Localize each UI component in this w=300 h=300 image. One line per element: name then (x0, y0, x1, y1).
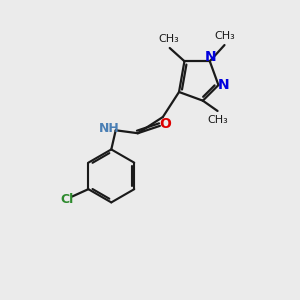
Text: Cl: Cl (60, 193, 74, 206)
Text: O: O (159, 117, 171, 131)
Text: CH₃: CH₃ (158, 34, 178, 44)
Text: CH₃: CH₃ (207, 116, 228, 125)
Text: NH: NH (99, 122, 120, 135)
Text: CH₃: CH₃ (215, 31, 236, 40)
Text: N: N (205, 50, 216, 64)
Text: N: N (218, 78, 230, 92)
